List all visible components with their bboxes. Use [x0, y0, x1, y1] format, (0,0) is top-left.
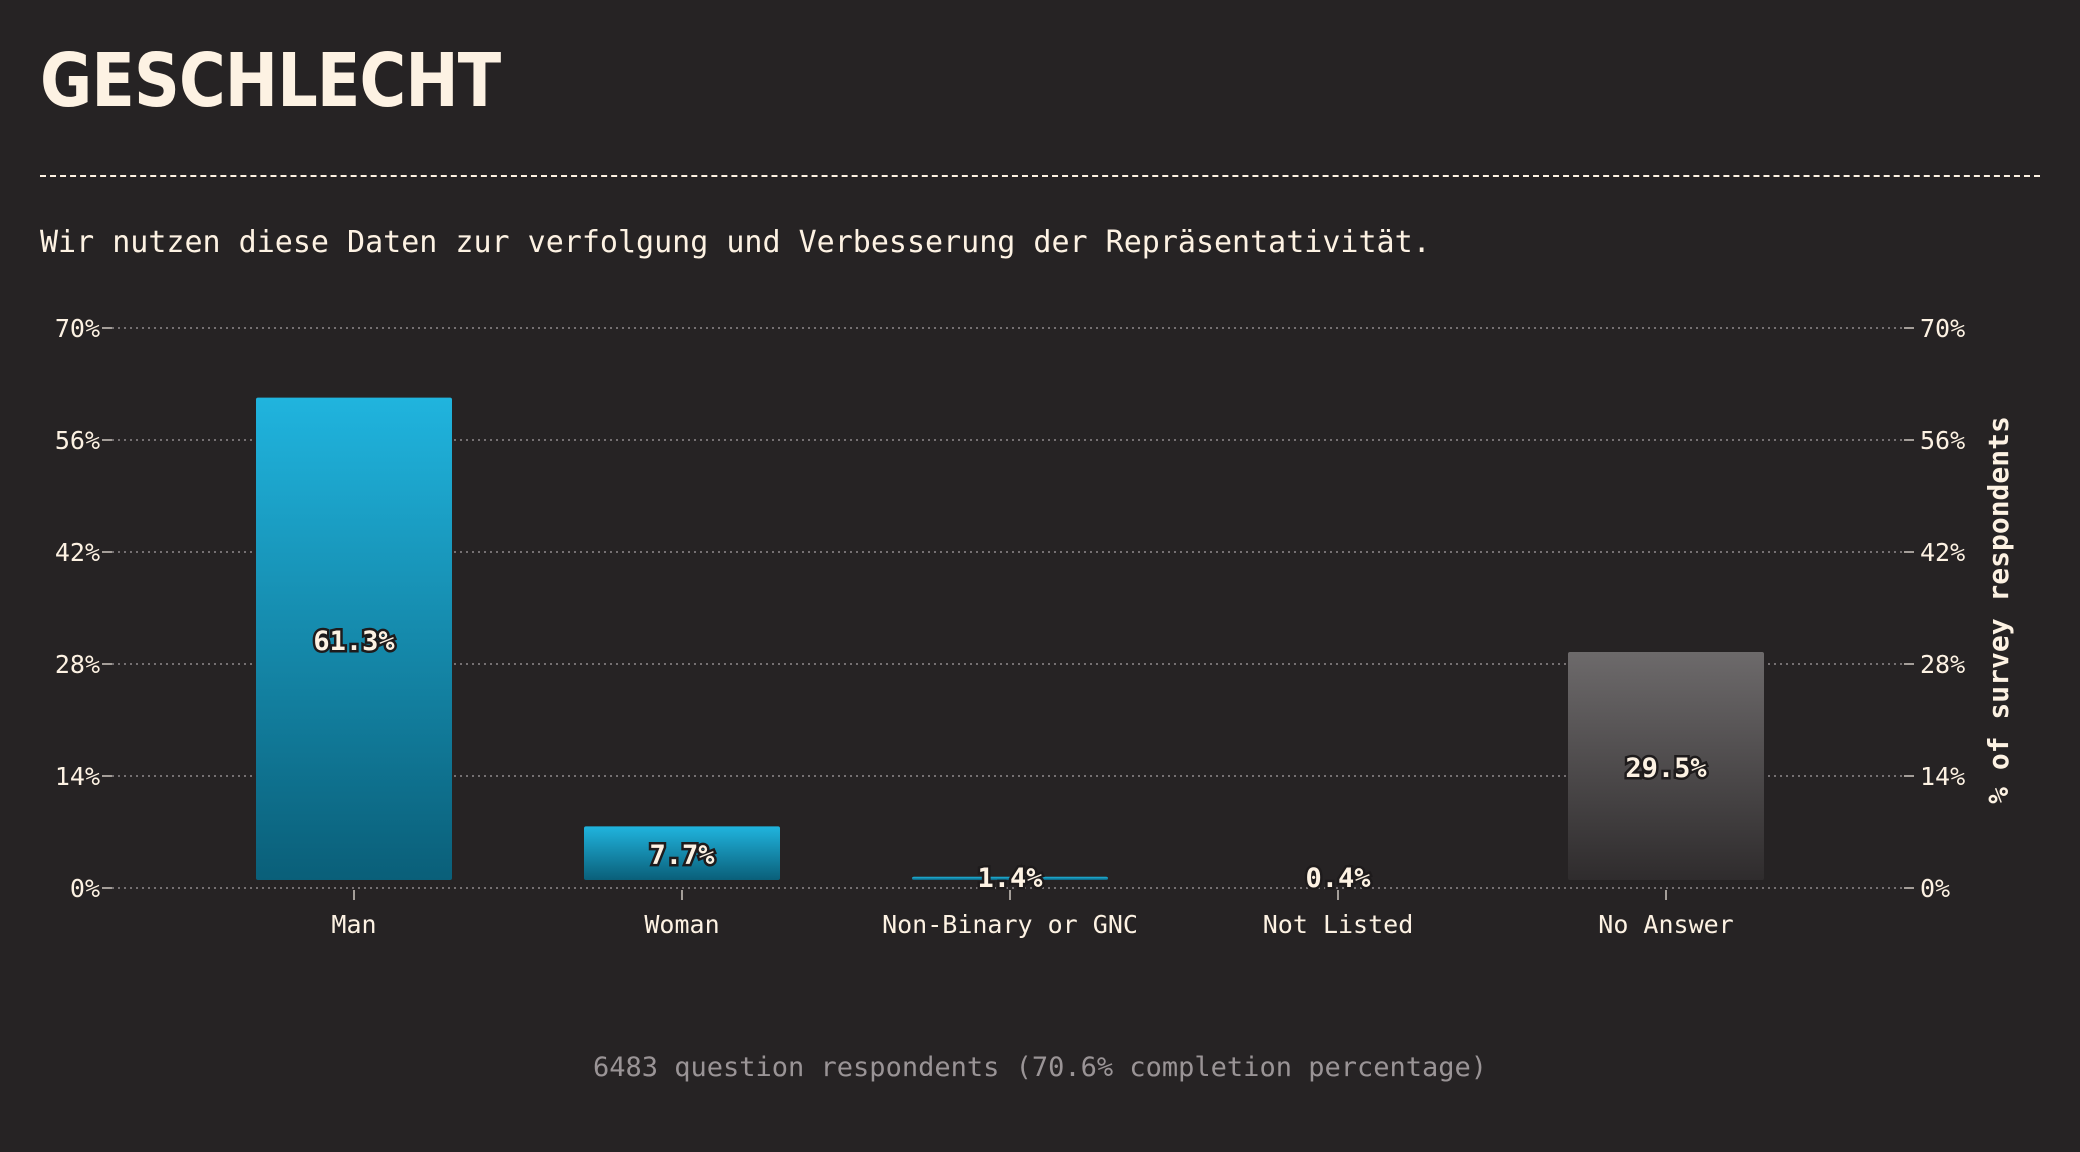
y-tick-label-right: 70%: [1920, 314, 1965, 343]
y-tick-label-right: 42%: [1920, 538, 1965, 567]
value-label: 61.3%: [313, 626, 395, 657]
bar-no-answer: [1568, 652, 1764, 880]
x-tick-label: Not Listed: [1263, 910, 1414, 939]
value-label: 7.7%: [649, 840, 715, 871]
x-tick-label: Non-Binary or GNC: [882, 910, 1138, 939]
grid-lines: [112, 327, 1904, 889]
title-divider: [40, 175, 2040, 177]
x-tick-label: No Answer: [1598, 910, 1733, 939]
x-tick-label: Man: [331, 910, 376, 939]
bar-man: [256, 397, 452, 880]
page-title: GESCHLECHT: [40, 38, 501, 124]
x-tick-label: Woman: [644, 910, 719, 939]
bar-chart: 0% 0% 14% 14% 28% 28% 42% 42% 56% 56% 70% 70% Man Wom…: [55, 314, 2015, 939]
y-tick-label-left: 56%: [55, 426, 100, 455]
y-tick-label-right: 56%: [1920, 426, 1965, 455]
y-tick-label-right: 14%: [1920, 762, 1965, 791]
y-tick-label-left: 14%: [55, 762, 100, 791]
bar-non-binary-or-gnc: [912, 876, 1108, 880]
value-label: 0.4%: [1305, 863, 1371, 894]
bars: [256, 397, 1764, 880]
bar-woman: [584, 826, 780, 880]
y-tick-label-right: 0%: [1920, 874, 1950, 903]
respondents-footer: 6483 question respondents (70.6% complet…: [592, 1052, 1488, 1083]
y-tick-label-left: 70%: [55, 314, 100, 343]
y-tick-label-left: 42%: [55, 538, 100, 567]
y-tick-label-left: 28%: [55, 650, 100, 679]
y-tick-label-right: 28%: [1920, 650, 1965, 679]
page-subtitle: Wir nutzen diese Daten zur verfolgung un…: [40, 225, 1431, 260]
value-label: 29.5%: [1625, 753, 1707, 784]
value-labels: 61.3% 7.7% 1.4% 0.4% 29.5%: [311, 623, 1710, 896]
y-tick-label-left: 0%: [70, 874, 100, 903]
y-axis-label: % of survey respondents: [1982, 416, 2015, 804]
axes: 0% 0% 14% 14% 28% 28% 42% 42% 56% 56% 70% 70% Man Wom…: [55, 314, 1965, 939]
value-label: 1.4%: [977, 863, 1043, 894]
